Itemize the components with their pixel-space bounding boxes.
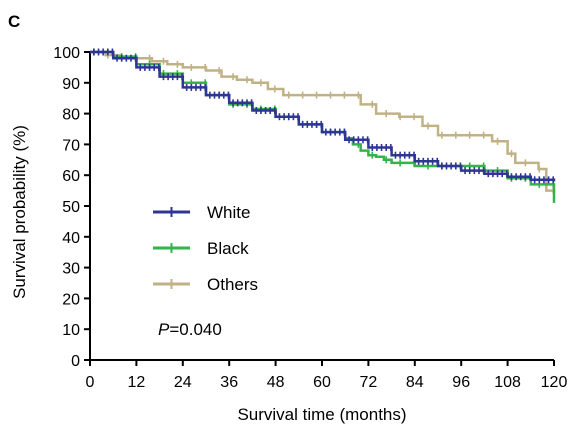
x-tick-label: 0	[86, 374, 95, 391]
y-tick-label: 0	[71, 353, 80, 370]
y-tick-label: 10	[62, 322, 80, 339]
legend-item-black: Black	[153, 239, 249, 258]
legend-label: Black	[207, 239, 249, 258]
y-tick-label: 90	[62, 76, 80, 93]
y-tick-label: 100	[53, 45, 80, 62]
legend-label: Others	[207, 275, 258, 294]
panel-label: C	[8, 12, 20, 31]
x-tick-label: 72	[360, 374, 378, 391]
y-tick-label: 60	[62, 168, 80, 185]
series-white	[90, 48, 556, 184]
y-tick-label: 40	[62, 230, 80, 247]
legend: White Black Others	[153, 203, 258, 294]
x-tick-label: 12	[128, 374, 146, 391]
x-tick-label: 96	[452, 374, 470, 391]
x-tick-label: 36	[220, 374, 238, 391]
y-tick-label: 50	[62, 199, 80, 216]
y-tick-label: 80	[62, 107, 80, 124]
x-tick-label: 108	[494, 374, 521, 391]
y-tick-label: 30	[62, 261, 80, 278]
y-axis: 0 10 20 30 40 50 60 70 80 90 100	[53, 45, 91, 370]
y-tick-label: 20	[62, 291, 80, 308]
x-tick-label: 60	[313, 374, 331, 391]
x-axis-title: Survival time (months)	[237, 405, 406, 424]
survival-curve-white	[90, 50, 556, 182]
x-tick-label: 120	[541, 374, 568, 391]
p-value-symbol: P	[158, 320, 170, 339]
legend-item-others: Others	[153, 275, 258, 294]
x-tick-label: 84	[406, 374, 424, 391]
x-tick-label: 48	[267, 374, 285, 391]
legend-item-white: White	[153, 203, 250, 222]
p-value-text: =0.040	[169, 320, 221, 339]
series-layer	[90, 48, 556, 203]
x-axis: 0 12 24 36 48 60 72 84 96 108 120	[86, 359, 568, 391]
p-value-annotation: P=0.040	[158, 320, 222, 339]
y-tick-label: 70	[62, 137, 80, 154]
y-axis-title: Survival probability (%)	[10, 125, 29, 299]
legend-label: White	[207, 203, 250, 222]
x-tick-label: 24	[174, 374, 192, 391]
